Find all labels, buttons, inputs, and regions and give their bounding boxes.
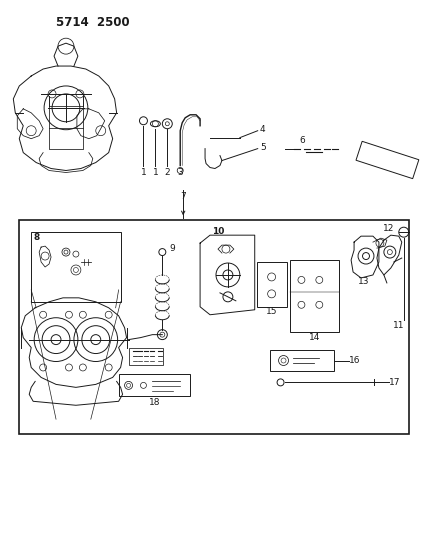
- Text: 4: 4: [259, 125, 265, 134]
- Text: 3: 3: [177, 168, 183, 177]
- Text: 15: 15: [265, 307, 277, 316]
- Text: 5714  2500: 5714 2500: [56, 17, 130, 29]
- Text: 12: 12: [382, 224, 394, 233]
- Bar: [31, 232, 120, 302]
- Text: 17: 17: [388, 378, 400, 387]
- Text: 18: 18: [148, 398, 160, 407]
- Bar: [289, 260, 338, 332]
- Text: 1: 1: [140, 168, 146, 177]
- Text: 10: 10: [211, 227, 224, 236]
- Text: 16: 16: [348, 356, 360, 365]
- Bar: [269, 350, 334, 372]
- Text: 5: 5: [259, 143, 265, 152]
- Bar: [128, 348, 163, 366]
- Text: 9: 9: [169, 244, 175, 253]
- Text: 11: 11: [392, 321, 403, 330]
- FancyBboxPatch shape: [355, 141, 418, 179]
- Text: 7: 7: [180, 192, 186, 201]
- Bar: [256, 262, 286, 307]
- Text: 13: 13: [357, 277, 369, 286]
- Text: 6: 6: [299, 136, 305, 145]
- Text: 2: 2: [164, 168, 170, 177]
- Bar: [19, 220, 408, 434]
- Text: 14: 14: [308, 333, 319, 342]
- Text: 8: 8: [33, 232, 39, 241]
- Bar: [118, 375, 190, 397]
- Text: 1: 1: [152, 168, 158, 177]
